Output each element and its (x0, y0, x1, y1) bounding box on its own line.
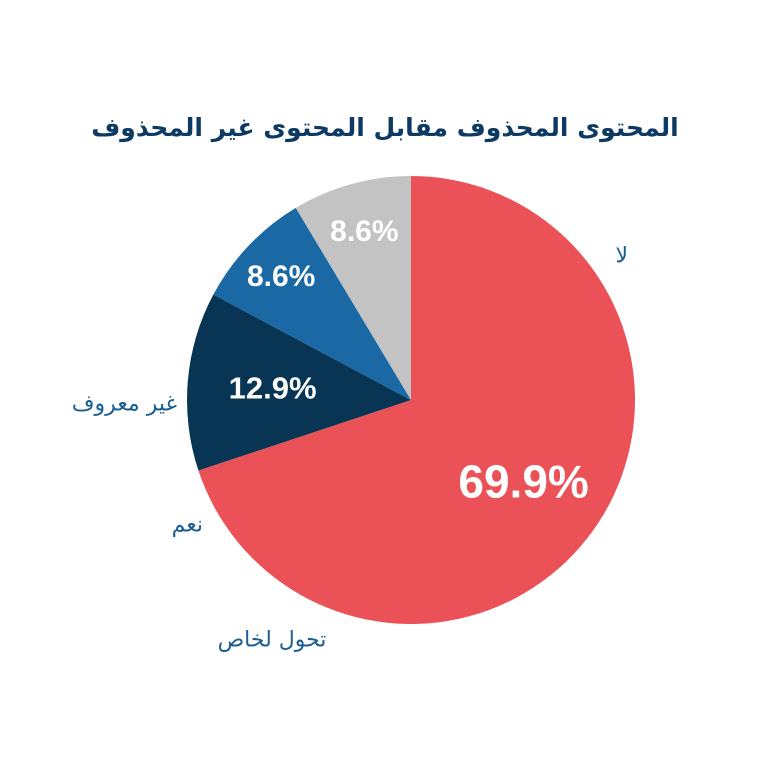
pie-slice (186, 294, 411, 471)
category-labels: لا تحول لخاص نعم غير معروف (72, 244, 628, 653)
slice-value-label: 8.6% (247, 260, 315, 293)
slice-category-label: نعم (172, 513, 203, 538)
slice-value-label: 12.9% (229, 371, 317, 406)
pie-slice (198, 176, 635, 624)
pie-slice (295, 176, 411, 400)
chart-title: المحتوى المحذوف مقابل المحتوى غير المحذو… (91, 113, 678, 143)
slice-category-label: لا (615, 244, 628, 269)
value-labels: 69.9% 12.9% 8.6% 8.6% (229, 215, 589, 507)
pie-slices (186, 176, 635, 624)
pie-slice (213, 207, 411, 400)
slice-category-label: تحول لخاص (218, 628, 327, 653)
slice-value-label: 8.6% (330, 215, 398, 248)
slice-value-label: 69.9% (458, 455, 588, 507)
slice-category-label: غير معروف (72, 392, 177, 417)
